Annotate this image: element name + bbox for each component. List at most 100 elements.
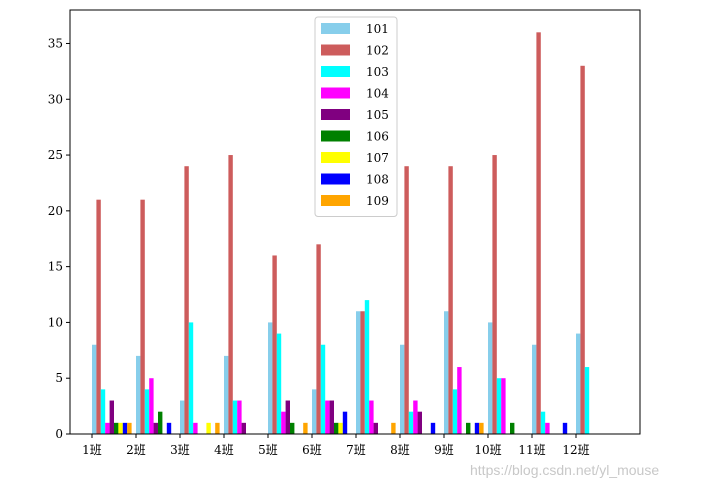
x-tick-label: 12班 [562, 443, 589, 457]
x-tick-label: 2班 [126, 443, 146, 457]
bar-104-3班 [193, 422, 198, 434]
bar-103-4班 [232, 400, 238, 434]
bar-101-12班 [576, 333, 581, 434]
x-tick-label: 11班 [518, 443, 545, 457]
x-tick-label: 9班 [434, 443, 454, 457]
watermark: https://blog.csdn.net/yl_mouse [470, 462, 660, 478]
legend-label-108: 108 [366, 173, 389, 187]
bar-101-7班 [356, 311, 361, 434]
bar-103-9班 [452, 389, 458, 434]
bar-102-3班 [184, 166, 189, 434]
bar-105-8班 [417, 411, 422, 434]
legend-swatch-109 [321, 195, 350, 206]
bar-103-2班 [144, 389, 150, 434]
legend-label-101: 101 [366, 22, 389, 36]
y-tick-label: 15 [48, 260, 63, 274]
bar-102-9班 [448, 166, 453, 434]
legend-swatch-108 [321, 173, 350, 185]
bar-105-6班 [329, 400, 334, 434]
legend-label-109: 109 [366, 194, 389, 208]
bar-106-1班 [114, 422, 119, 434]
series-104 [105, 367, 550, 434]
series-105 [109, 400, 422, 434]
bar-104-10班 [501, 378, 506, 434]
bar-103-11班 [540, 411, 546, 434]
bar-109-9班 [479, 422, 484, 434]
bar-102-1班 [96, 199, 101, 434]
y-tick-label: 25 [48, 148, 63, 162]
legend-swatch-104 [321, 87, 350, 99]
bar-102-11班 [536, 32, 541, 434]
x-tick-label: 5班 [258, 443, 278, 457]
bar-102-5班 [272, 255, 277, 434]
bar-104-1班 [105, 422, 110, 434]
bar-101-4班 [224, 355, 229, 434]
y-tick-label: 20 [48, 204, 63, 218]
plot-area [69, 9, 641, 435]
bar-108-1班 [122, 422, 128, 434]
x-tick-label: 1班 [82, 443, 102, 457]
bar-106-6班 [334, 422, 339, 434]
bar-104-11班 [545, 422, 550, 434]
bar-103-6班 [320, 344, 326, 434]
bar-104-7班 [369, 400, 374, 434]
bar-103-10班 [496, 378, 502, 434]
x-tick-label: 8班 [390, 443, 410, 457]
plot-frame [69, 9, 641, 435]
bar-107-1班 [118, 422, 123, 434]
bar-107-6班 [338, 422, 343, 434]
legend-label-102: 102 [366, 44, 389, 58]
bar-105-2班 [153, 422, 158, 434]
series-103 [100, 300, 590, 434]
bar-101-1班 [92, 344, 97, 434]
x-tick-label: 3班 [170, 443, 190, 457]
legend-label-105: 105 [366, 108, 389, 122]
bar-103-8班 [408, 411, 414, 434]
bar-102-8班 [404, 166, 409, 434]
bar-101-2班 [136, 355, 141, 434]
bar-102-7班 [360, 311, 365, 434]
bar-105-5班 [285, 400, 290, 434]
y-tick-label: 10 [48, 315, 63, 329]
y-tick-label: 35 [48, 36, 63, 50]
bar-101-6班 [312, 389, 317, 434]
bar-101-3班 [180, 400, 185, 434]
bar-107-3班 [206, 422, 211, 434]
legend-label-106: 106 [366, 130, 389, 144]
bar-103-12班 [584, 367, 590, 434]
y-tick-label: 30 [48, 92, 63, 106]
bar-105-7班 [373, 422, 378, 434]
legend-label-107: 107 [366, 151, 389, 165]
series-109 [127, 422, 484, 434]
bar-101-5班 [268, 322, 273, 434]
x-tick-label: 6班 [302, 443, 322, 457]
bar-102-12班 [580, 65, 585, 434]
bar-108-8班 [430, 422, 436, 434]
legend-label-103: 103 [366, 65, 389, 79]
bar-108-6班 [342, 411, 348, 434]
bar-103-5班 [276, 333, 282, 434]
y-tick-label: 5 [55, 371, 63, 385]
legend-swatch-105 [321, 109, 350, 120]
bar-102-4班 [228, 155, 233, 435]
bar-103-3班 [188, 322, 194, 434]
x-tick-label: 4班 [214, 443, 234, 457]
bar-102-10班 [492, 155, 497, 435]
bar-101-11班 [532, 344, 537, 434]
bar-104-4班 [237, 400, 242, 434]
series-108 [122, 411, 568, 434]
bar-104-2班 [149, 378, 154, 434]
bar-106-9班 [466, 422, 471, 434]
bar-102-2班 [140, 199, 145, 434]
legend-swatch-102 [321, 44, 350, 56]
legend-label-104: 104 [366, 87, 389, 101]
x-axis: 1班 2班 3班 4班 5班 6班 7班 8班 9班 10班 11班 12班 [82, 434, 590, 457]
legend-swatch-106 [321, 130, 350, 142]
bar-104-9班 [457, 367, 462, 434]
bar-108-11班 [562, 422, 568, 434]
x-tick-label: 7班 [346, 443, 366, 457]
bar-104-6班 [325, 400, 330, 434]
bar-101-8班 [400, 344, 405, 434]
bar-109-1班 [127, 422, 132, 434]
